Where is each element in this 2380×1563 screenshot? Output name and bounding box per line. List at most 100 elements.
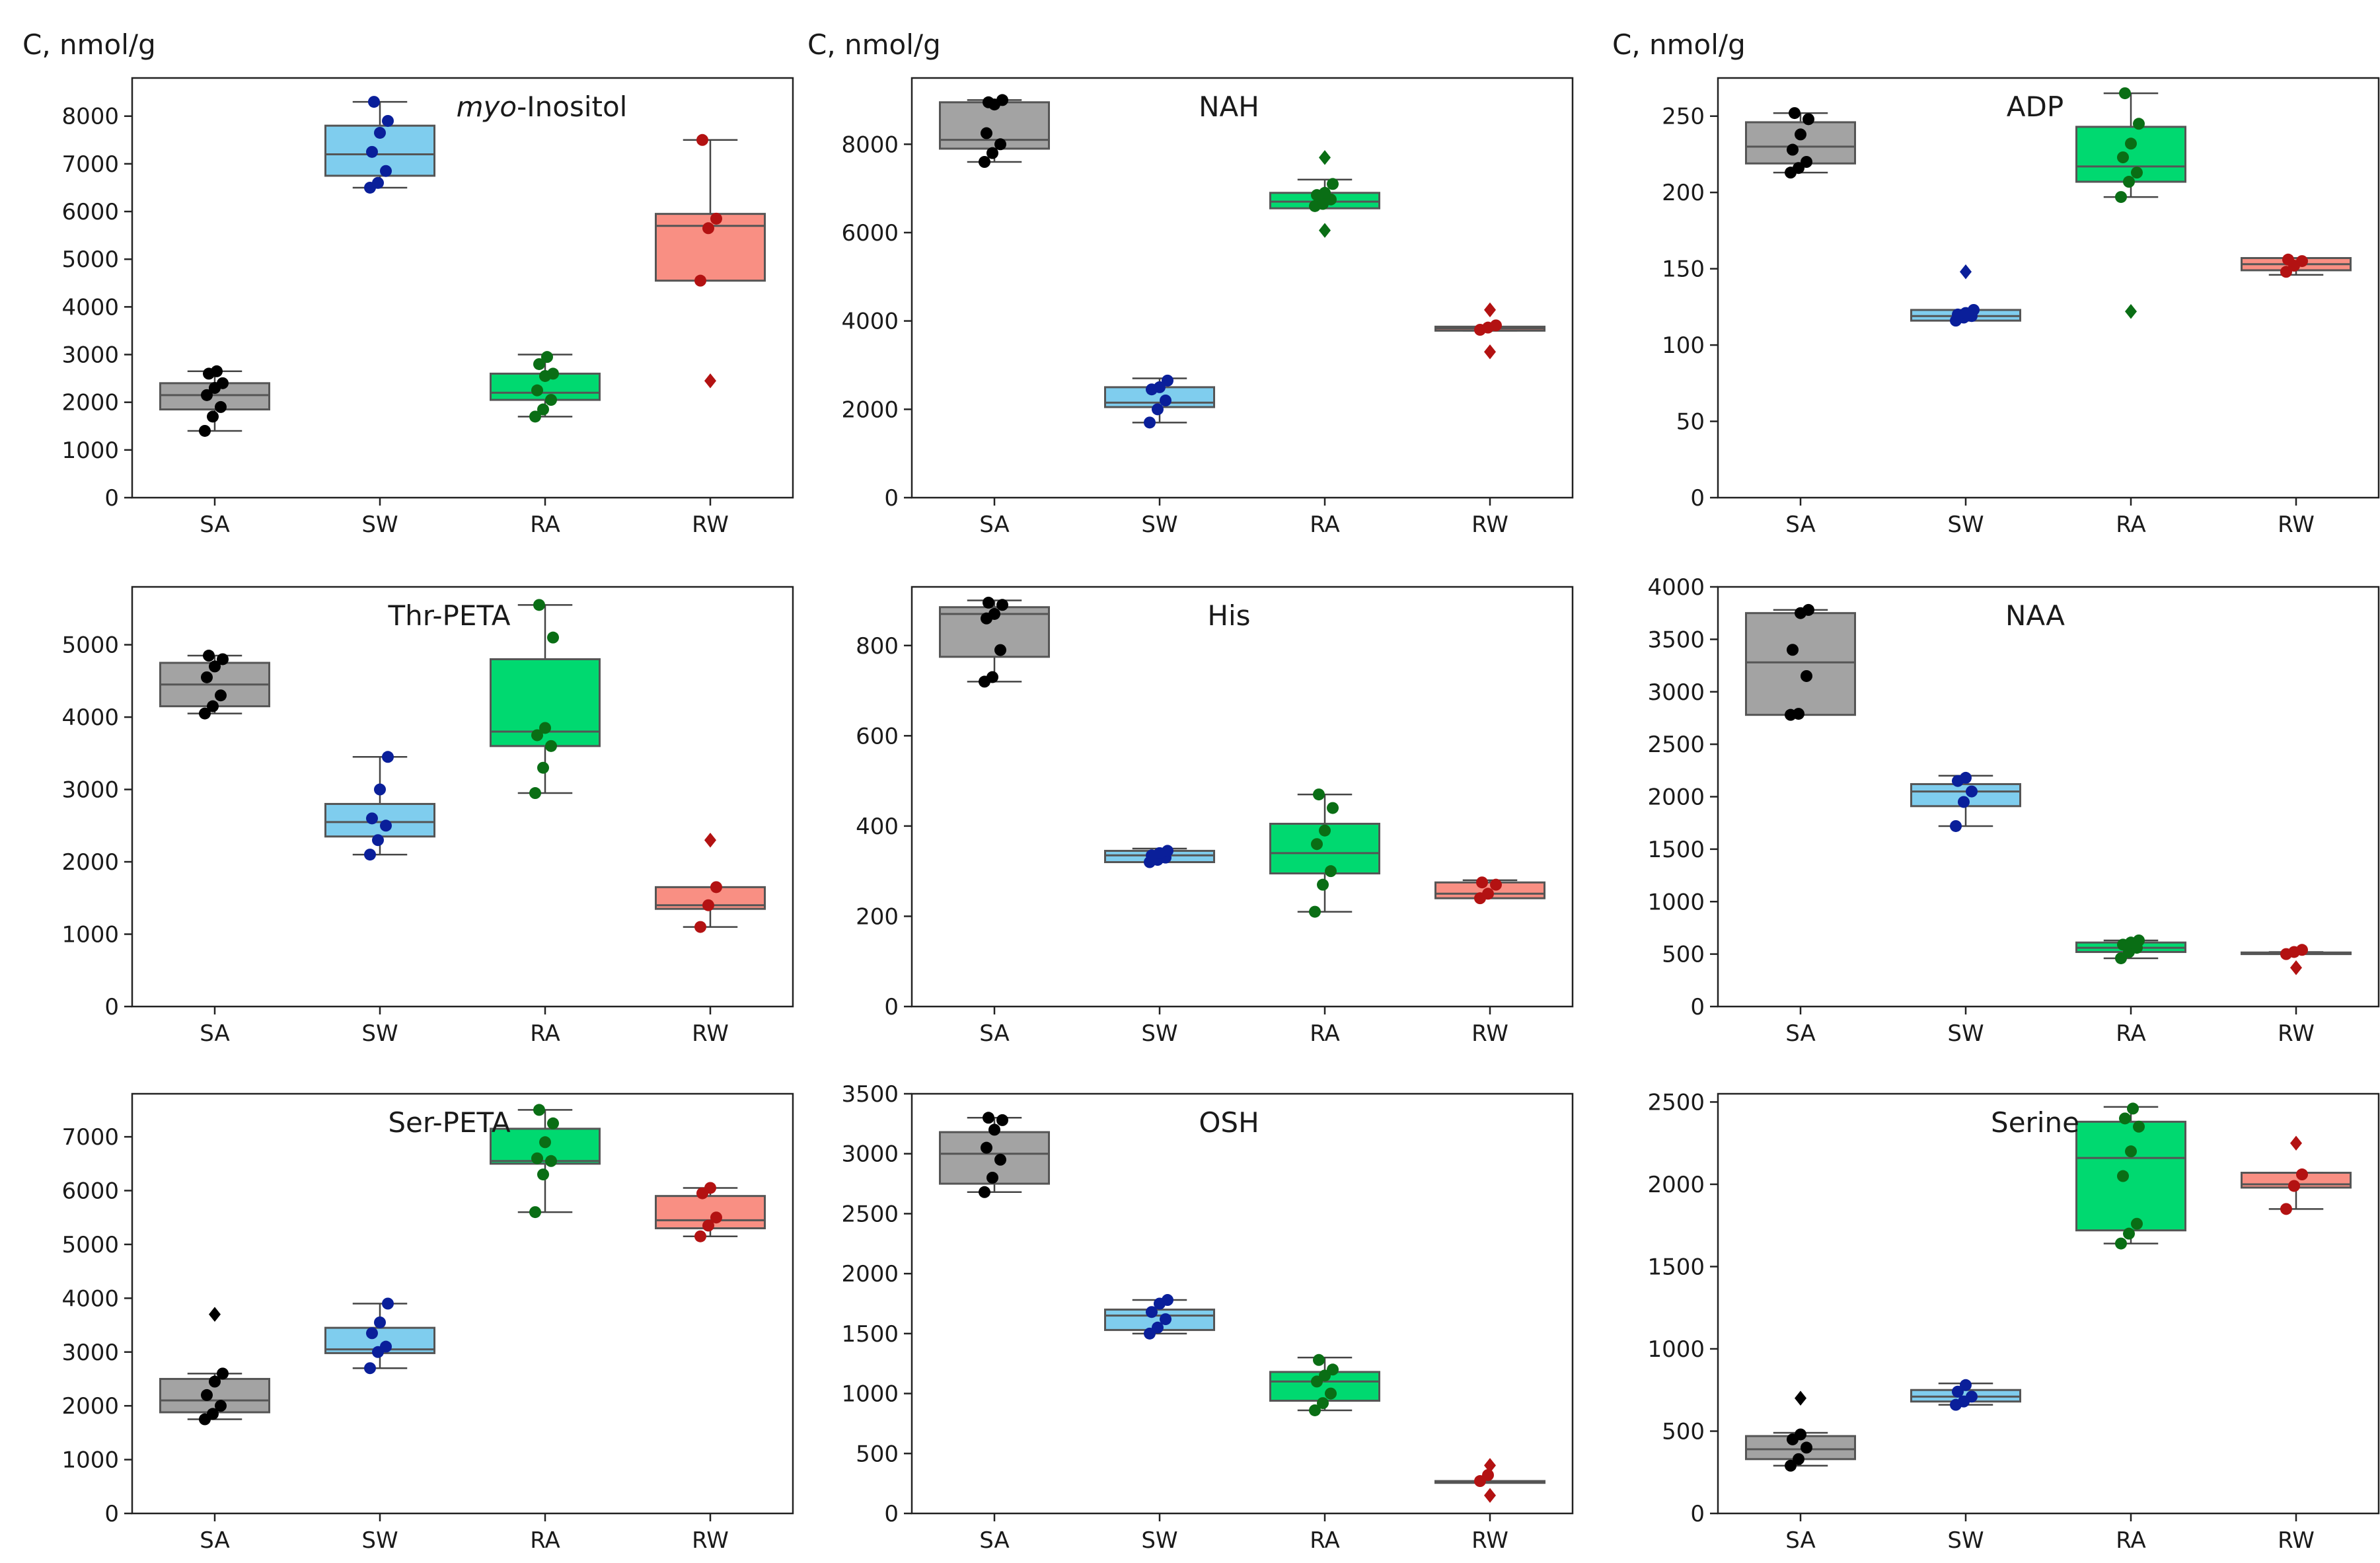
- data-point: [710, 1211, 722, 1224]
- y-tick-label: 0: [1690, 994, 1705, 1020]
- y-tick-label: 3000: [61, 342, 119, 369]
- data-point: [1476, 876, 1488, 889]
- box-rw: [2241, 944, 2352, 975]
- x-tick-label: SW: [1141, 1527, 1177, 1554]
- box-rw: [2241, 253, 2352, 278]
- data-point: [1803, 603, 1814, 616]
- data-point: [1317, 1397, 1329, 1410]
- data-point: [209, 660, 221, 673]
- box-sw: [324, 751, 435, 861]
- box-body: [2075, 1120, 2186, 1232]
- data-point: [541, 351, 553, 363]
- data-point: [1162, 374, 1173, 387]
- data-point: [374, 126, 386, 139]
- data-point: [1490, 878, 1502, 891]
- data-point: [529, 787, 541, 800]
- data-point: [2117, 1170, 2129, 1182]
- y-tick-label: 500: [1662, 942, 1705, 968]
- data-point: [1309, 1404, 1321, 1416]
- box-sa: [159, 365, 270, 437]
- chart-title: NAH: [1199, 91, 1259, 123]
- data-point: [537, 403, 549, 416]
- outlier-point: [704, 832, 716, 848]
- chart-panel-nah: 0 2000 4000 6000 8000 SA SW RA RW NAH: [841, 77, 1574, 538]
- data-point: [694, 921, 706, 933]
- data-point: [1311, 838, 1323, 851]
- chart-title: Ser-PETA: [388, 1106, 510, 1139]
- x-tick-label: SA: [1785, 1020, 1815, 1047]
- data-point: [215, 1400, 227, 1412]
- box-rw: [655, 133, 766, 389]
- data-point: [380, 820, 392, 832]
- data-point: [2119, 87, 2131, 100]
- data-point: [211, 365, 223, 377]
- data-point: [994, 644, 1006, 656]
- chart-title: myo-Inositol: [457, 91, 628, 123]
- data-point: [2117, 151, 2129, 164]
- data-point: [2127, 1102, 2139, 1115]
- data-point: [1160, 394, 1171, 406]
- data-point: [1795, 128, 1806, 141]
- x-tick-label: SW: [1141, 1020, 1177, 1047]
- chart-panel-osh: 0 500 1000 1500 2000 2500 3000 3500 SA SW RA RW OSH: [841, 1081, 1574, 1554]
- y-tick-label: 1000: [841, 1381, 899, 1408]
- x-tick-label: SW: [361, 512, 398, 538]
- data-point: [2282, 253, 2294, 266]
- outlier-point: [2290, 960, 2302, 975]
- data-point: [983, 96, 994, 108]
- data-point: [1144, 416, 1156, 429]
- data-point: [531, 729, 543, 742]
- chart-title: ADP: [2007, 91, 2064, 123]
- y-tick-label: 5000: [61, 247, 119, 273]
- y-tick-label: 250: [1662, 104, 1705, 130]
- y-tick-label: 3000: [1647, 679, 1705, 706]
- data-point: [2123, 1227, 2135, 1240]
- data-point: [537, 1168, 549, 1181]
- outlier-point: [1484, 344, 1496, 360]
- data-point: [1152, 403, 1164, 416]
- y-tick-label: 5000: [61, 632, 119, 659]
- x-tick-label: RW: [2278, 512, 2315, 538]
- box-sw: [324, 96, 435, 194]
- chart-title-rest: -Inositol: [517, 91, 627, 123]
- data-point: [1313, 788, 1325, 801]
- data-point: [988, 607, 1000, 620]
- box-ra: [1269, 1353, 1380, 1416]
- data-point: [201, 671, 213, 683]
- y-tick-label: 0: [884, 485, 899, 512]
- y-tick-label: 6000: [841, 220, 899, 247]
- chart-title: Thr-PETA: [387, 599, 510, 632]
- data-point: [1482, 1468, 1494, 1481]
- box-rw: [655, 1182, 766, 1242]
- data-point: [1327, 802, 1339, 814]
- outlier-point: [1319, 150, 1331, 165]
- y-tick-label: 1000: [61, 438, 119, 464]
- y-tick-label: 2000: [61, 849, 119, 876]
- y-tick-label: 0: [884, 994, 899, 1020]
- y-tick-label: 2500: [1647, 1089, 1705, 1116]
- data-point: [2115, 952, 2127, 964]
- data-point: [531, 384, 543, 397]
- data-point: [1960, 771, 1972, 784]
- data-point: [704, 1182, 716, 1194]
- data-point: [203, 650, 215, 662]
- data-point: [983, 596, 994, 609]
- data-point: [1793, 1453, 1804, 1465]
- data-point: [1327, 1363, 1339, 1376]
- y-tick-label: 100: [1662, 332, 1705, 359]
- y-tick-label: 2000: [1647, 784, 1705, 811]
- data-point: [1152, 1321, 1164, 1334]
- y-tick-label: 2000: [61, 1393, 119, 1420]
- data-point: [1490, 319, 1502, 332]
- data-point: [702, 1219, 714, 1232]
- x-tick-label: SA: [200, 1527, 229, 1554]
- data-point: [694, 274, 706, 287]
- y-tick-label: 1500: [1647, 1254, 1705, 1280]
- data-point: [380, 165, 392, 177]
- y-tick-label: 0: [1690, 1501, 1705, 1527]
- data-point: [382, 114, 394, 127]
- y-tick-label: 3000: [841, 1141, 899, 1168]
- data-point: [547, 631, 559, 644]
- y-tick-label: 2000: [841, 1261, 899, 1287]
